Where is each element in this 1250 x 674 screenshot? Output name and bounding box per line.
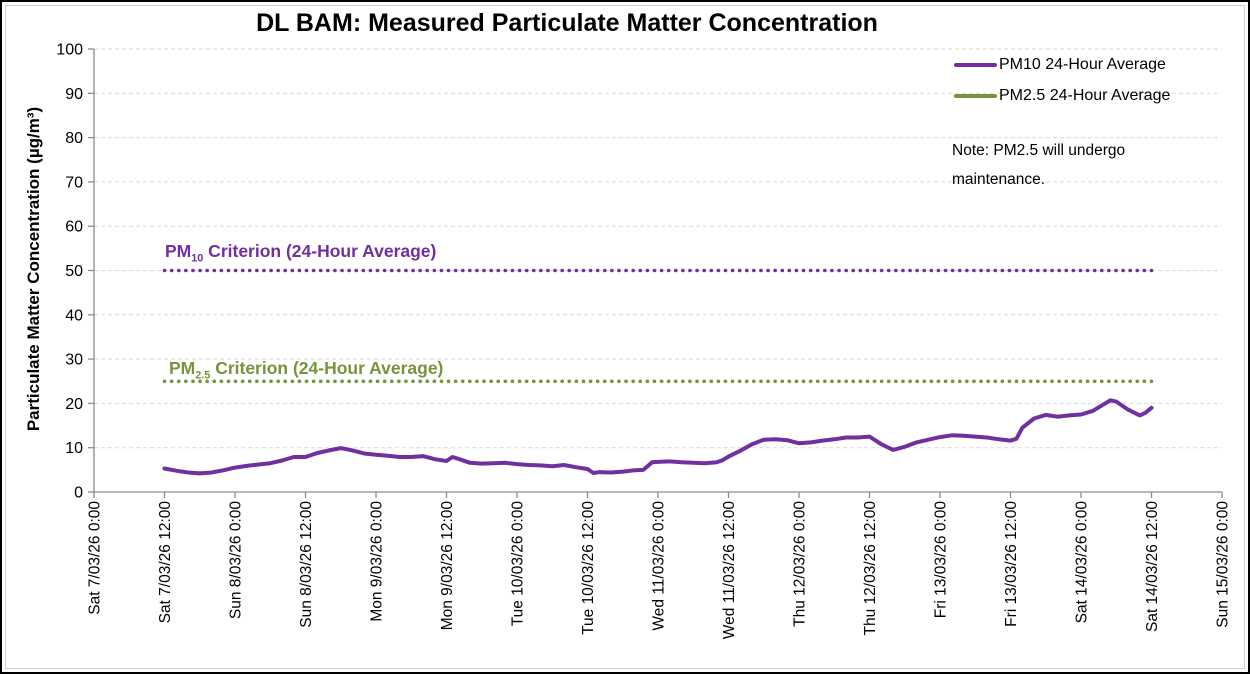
x-tick-label: Wed 11/03/26 0:00 <box>651 501 668 631</box>
x-tick-label: Sat 7/03/26 0:00 <box>87 501 104 615</box>
x-tick-label: Tue 10/03/26 12:00 <box>580 501 597 635</box>
data-series-line <box>162 398 1154 476</box>
y-axis-title: Particulate Matter Concentration (µg/m³) <box>24 106 43 432</box>
maintenance-note-line2: maintenance. <box>952 171 1046 188</box>
x-tick-label: Fri 13/03/26 0:00 <box>933 501 950 619</box>
x-tick-label: Tue 10/03/26 0:00 <box>510 501 527 627</box>
pm10-criterion-label: PM10 Criterion (24-Hour Average) <box>165 241 436 265</box>
x-tick-label: Mon 9/03/26 12:00 <box>439 501 456 631</box>
maintenance-note-line1: Note: PM2.5 will undergo <box>952 142 1126 159</box>
pm10-criterion-subscript: 10 <box>191 252 204 265</box>
y-tick-label: 60 <box>65 219 83 236</box>
pm10-criterion-prefix: PM <box>165 241 192 261</box>
legend-entry-pm25: PM2.5 24-Hour Average <box>954 85 1170 107</box>
pm25-line-swatch <box>954 94 997 98</box>
pm25-criterion-label: PM2.5 Criterion (24-Hour Average) <box>169 358 443 382</box>
legend-label-pm10: PM10 24-Hour Average <box>999 56 1166 73</box>
chart-title: DL BAM: Measured Particulate Matter Conc… <box>256 9 878 37</box>
y-tick-label: 10 <box>65 440 83 457</box>
x-tick-label: Sun 15/03/26 0:00 <box>1215 501 1232 628</box>
pm25-criterion-subscript: 2.5 <box>195 369 211 382</box>
pm10-line-swatch <box>954 63 997 67</box>
x-tick-label: Sat 7/03/26 12:00 <box>157 501 174 624</box>
x-tick-label: Sat 14/03/26 0:00 <box>1074 501 1091 624</box>
y-tick-label: 20 <box>65 396 83 413</box>
x-tick-label: Fri 13/03/26 12:00 <box>1003 501 1020 627</box>
x-tick-label: Thu 12/03/26 12:00 <box>862 501 879 636</box>
pm25-criterion-rest: Criterion (24-Hour Average) <box>210 358 444 378</box>
y-tick-label: 90 <box>65 86 83 103</box>
maintenance-note: Note: PM2.5 will undergo maintenance. <box>952 136 1192 194</box>
y-tick-label: 40 <box>65 307 83 324</box>
legend-label-pm25: PM2.5 24-Hour Average <box>999 87 1171 104</box>
x-tick-label: Sun 8/03/26 12:00 <box>298 501 315 628</box>
y-tick-label: 50 <box>65 263 83 280</box>
pm10-criterion-rest: Criterion (24-Hour Average) <box>203 241 437 261</box>
legend-entry-pm10: PM10 24-Hour Average <box>954 54 1170 76</box>
y-tick-label: 0 <box>74 485 83 502</box>
x-tick-label: Sun 8/03/26 0:00 <box>228 501 245 619</box>
y-tick-label: 100 <box>56 42 83 59</box>
y-tick-label: 30 <box>65 352 83 369</box>
x-tick-label: Wed 11/03/26 12:00 <box>721 501 738 640</box>
legend: PM10 24-Hour Average PM2.5 24-Hour Avera… <box>954 54 1170 116</box>
y-tick-label: 70 <box>65 174 83 191</box>
pm25-criterion-prefix: PM <box>169 358 196 378</box>
x-tick-label: Sat 14/03/26 12:00 <box>1144 501 1161 632</box>
y-tick-label: 80 <box>65 130 83 147</box>
x-tick-label: Thu 12/03/26 0:00 <box>792 501 809 627</box>
x-tick-label: Mon 9/03/26 0:00 <box>369 501 386 622</box>
